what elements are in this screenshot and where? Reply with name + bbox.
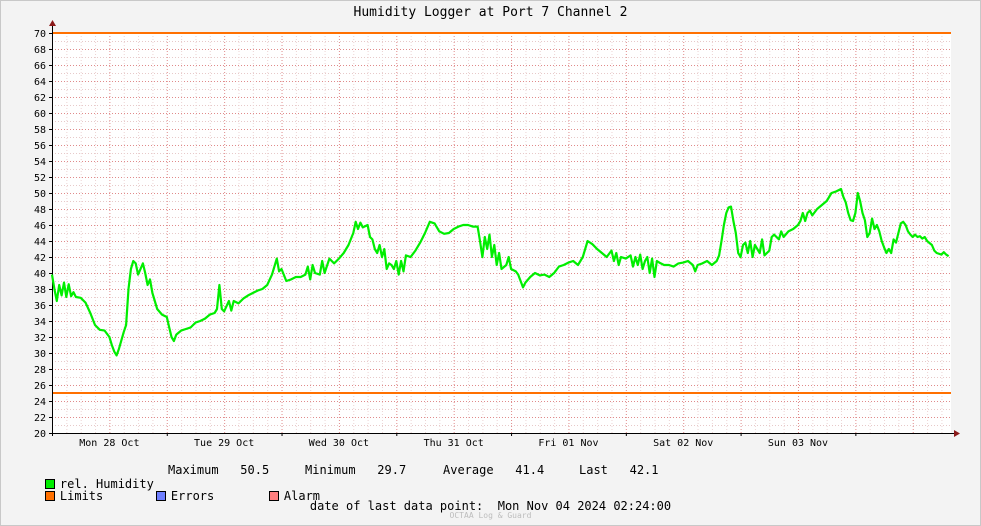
legend-limits: Limits xyxy=(16,475,103,517)
y-tick-label: 70 xyxy=(34,29,46,40)
legend-alarm: Alarm xyxy=(240,475,320,517)
grid-lines xyxy=(52,33,951,433)
x-tick-label: Sun 03 Nov xyxy=(768,438,828,449)
x-tick-label: Sat 02 Nov xyxy=(653,438,713,449)
stat-average: Average 41.4 xyxy=(443,463,544,477)
y-tick-label: 50 xyxy=(34,189,46,200)
chart-axes xyxy=(49,20,960,437)
legend-row-1: rel. Humidity xyxy=(16,463,154,505)
chart-title: Humidity Logger at Port 7 Channel 2 xyxy=(353,5,628,20)
y-tick-label: 68 xyxy=(34,45,46,56)
stat-last-label: Last xyxy=(579,463,608,477)
y-tick-label: 38 xyxy=(34,285,46,296)
y-tick-label: 40 xyxy=(34,269,46,280)
errors-legend-swatch xyxy=(155,491,166,501)
y-tick-label: 20 xyxy=(34,429,46,440)
stat-last: Last 42.1 xyxy=(579,463,659,477)
stat-maximum-label: Maximum xyxy=(168,463,219,477)
y-tick-label: 58 xyxy=(34,125,46,136)
x-axis-ticks: Mon 28 Oct Tue 29 Oct Wed 30 Oct Thu 31 Oct… xyxy=(79,433,857,449)
x-tick-label: Fri 01 Nov xyxy=(538,438,598,449)
stat-maximum: Maximum 50.5 xyxy=(168,463,269,477)
plot-background xyxy=(52,33,951,433)
x-tick-label: Tue 29 Oct xyxy=(194,438,254,449)
y-tick-label: 30 xyxy=(34,349,46,360)
y-tick-label: 44 xyxy=(34,237,46,248)
x-tick-label: Thu 31 Oct xyxy=(424,438,484,449)
y-tick-label: 60 xyxy=(34,109,46,120)
y-tick-label: 34 xyxy=(34,317,46,328)
y-tick-label: 46 xyxy=(34,221,46,232)
stat-last-value: 42.1 xyxy=(629,463,659,477)
y-tick-label: 62 xyxy=(34,93,46,104)
y-tick-label: 36 xyxy=(34,301,46,312)
y-tick-label: 52 xyxy=(34,173,46,184)
x-axis-arrow xyxy=(954,430,960,437)
legend-errors: Errors xyxy=(127,475,214,517)
y-tick-label: 48 xyxy=(34,205,46,216)
y-tick-label: 24 xyxy=(34,397,46,408)
stat-minimum: Minimum 29.7 xyxy=(305,463,406,477)
limits-legend-label: Limits xyxy=(59,489,104,503)
alarm-legend-swatch xyxy=(268,491,279,501)
y-tick-label: 26 xyxy=(34,381,46,392)
y-tick-label: 64 xyxy=(34,77,46,88)
last-data-point-label: date of last data point: xyxy=(309,499,484,513)
y-tick-label: 56 xyxy=(34,141,46,152)
y-tick-label: 66 xyxy=(34,61,46,72)
y-axis-arrow xyxy=(49,20,56,26)
humidity-legend-swatch xyxy=(44,479,55,489)
limits-legend-swatch xyxy=(44,491,55,501)
y-axis-ticks: 20 22 24 26 28 30 32 34 36 38 40 42 44 46 48 50 52 54 56 58… xyxy=(34,29,52,440)
alarm-legend-label: Alarm xyxy=(283,489,321,503)
last-data-point-value: Mon Nov 04 2024 02:24:00 xyxy=(497,499,672,513)
errors-legend-label: Errors xyxy=(170,489,215,503)
y-tick-label: 42 xyxy=(34,253,46,264)
y-tick-label: 54 xyxy=(34,157,46,168)
x-tick-label: Mon 28 Oct xyxy=(79,438,139,449)
y-tick-label: 22 xyxy=(34,413,46,424)
stat-average-value: 41.4 xyxy=(515,463,545,477)
limit-lines xyxy=(52,32,951,394)
x-tick-label: Wed 30 Oct xyxy=(309,438,369,449)
watermark: OCTAA Log & Guard xyxy=(449,511,532,520)
humidity-legend-label: rel. Humidity xyxy=(59,477,154,491)
stat-minimum-value: 29.7 xyxy=(377,463,407,477)
stat-maximum-value: 50.5 xyxy=(240,463,270,477)
y-tick-label: 32 xyxy=(34,333,46,344)
y-tick-label: 28 xyxy=(34,365,46,376)
last-data-point: date of last data point: Mon Nov 04 2024… xyxy=(0,499,981,513)
stat-average-label: Average xyxy=(443,463,494,477)
stat-minimum-label: Minimum xyxy=(305,463,356,477)
humidity-series-line xyxy=(50,187,950,357)
series-layer xyxy=(50,187,950,357)
